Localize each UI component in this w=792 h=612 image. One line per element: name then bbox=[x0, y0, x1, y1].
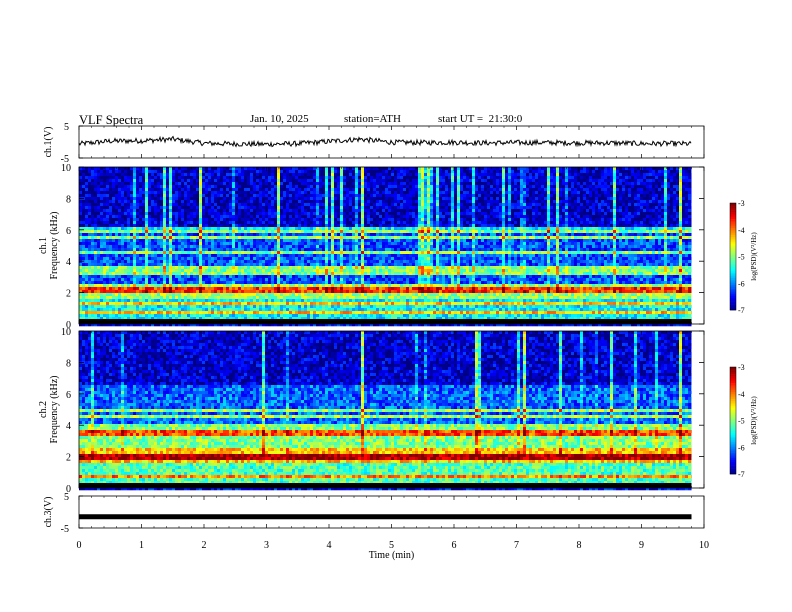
ch2-spectrogram-colorbar-tick-label: -6 bbox=[738, 443, 745, 452]
ch2-spectrogram-colorbar-label: log(PSD)(V²/Hz) bbox=[750, 396, 758, 445]
figure-date: Jan. 10, 2025 bbox=[250, 113, 309, 125]
ch2-spectrogram-dc-band bbox=[79, 483, 692, 488]
time-axis-tick-label: 5 bbox=[389, 540, 394, 551]
time-axis-tick-label: 1 bbox=[139, 540, 144, 551]
ch1-spectrogram-colorbar-tick-label: -5 bbox=[738, 253, 745, 262]
ch2-spectrogram-image bbox=[79, 331, 692, 491]
time-axis-tick-label: 2 bbox=[202, 540, 207, 551]
ch2-spectrogram-colorbar-tick-label: -7 bbox=[738, 470, 745, 479]
time-axis-tick-label: 9 bbox=[639, 540, 644, 551]
ch2-spectrogram-colorbar bbox=[730, 367, 736, 475]
start-ut-label: start UT = 21:30:0 bbox=[438, 113, 522, 125]
time-axis-tick-label: 3 bbox=[264, 540, 269, 551]
time-axis-tick-label: 10 bbox=[699, 540, 709, 551]
ch1-spectrogram-ylabel-frequency: Frequency (kHz) bbox=[49, 211, 60, 279]
ch2-spectrogram-ytick-label: 6 bbox=[66, 390, 71, 401]
ch2-spectrogram-ytick-label: 2 bbox=[66, 453, 71, 464]
time-axis-tick-label: 6 bbox=[452, 540, 457, 551]
ch1-spectrogram-colorbar-tick-label: -4 bbox=[738, 226, 745, 235]
ch2-spectrogram-colorbar-frame bbox=[729, 366, 737, 475]
ch2-spectrogram-ytick-label: 4 bbox=[66, 421, 71, 432]
ch1-waveform-ytick-label: -5 bbox=[61, 154, 69, 165]
ch1-spectrogram-colorbar bbox=[730, 203, 736, 311]
station-label: station=ATH bbox=[344, 113, 401, 125]
ch1-spectrogram-ylabel-channel: ch.1 bbox=[38, 237, 49, 254]
ch2-spectrogram-ylabel-channel: ch.2 bbox=[38, 401, 49, 418]
ch1-waveform-ytick-label: 5 bbox=[64, 122, 69, 133]
ch2-spectrogram-ytick-label: 10 bbox=[61, 327, 71, 338]
ch1-spectrogram-ytick-label: 2 bbox=[66, 289, 71, 300]
ch2-spectrogram-colorbar-tick-label: -3 bbox=[738, 363, 745, 372]
ch1-spectrogram-ytick-label: 10 bbox=[61, 163, 71, 174]
time-axis-label: Time (min) bbox=[369, 550, 414, 561]
ch2-spectrogram-ylabel-frequency: Frequency (kHz) bbox=[49, 375, 60, 443]
ch1-spectrogram-dc-band bbox=[79, 319, 692, 324]
ch3-waveform-ytick-label: -5 bbox=[61, 524, 69, 535]
ch3-waveform-ytick-label: 5 bbox=[64, 492, 69, 503]
ch2-spectrogram-ytick-label: 8 bbox=[66, 358, 71, 369]
ch1-spectrogram-image bbox=[79, 167, 692, 327]
ch1-spectrogram-colorbar-frame bbox=[729, 202, 737, 311]
ch1-spectrogram-ytick-label: 6 bbox=[66, 226, 71, 237]
time-axis-tick-label: 7 bbox=[514, 540, 519, 551]
ch2-spectrogram-ytick-label: 0 bbox=[66, 484, 71, 495]
ch1-spectrogram-ytick-label: 0 bbox=[66, 320, 71, 331]
ch1-spectrogram-colorbar-label: log(PSD)(V²/Hz) bbox=[750, 232, 758, 281]
time-axis-tick-label: 8 bbox=[577, 540, 582, 551]
ch1-spectrogram-colorbar-tick-label: -3 bbox=[738, 199, 745, 208]
time-axis-tick-label: 0 bbox=[77, 540, 82, 551]
ch2-spectrogram-colorbar-tick-label: -5 bbox=[738, 417, 745, 426]
ch1-spectrogram-colorbar-tick-label: -7 bbox=[738, 306, 745, 315]
ch1-spectrogram-colorbar-tick-label: -6 bbox=[738, 279, 745, 288]
figure-title: VLF Spectra bbox=[79, 113, 143, 128]
ch1-waveform-trace bbox=[78, 135, 692, 148]
ch1-waveform-ylabel: ch.1(V) bbox=[43, 127, 54, 158]
time-axis-tick-label: 4 bbox=[327, 540, 332, 551]
ch3-waveform-frame bbox=[78, 495, 705, 529]
ch1-spectrogram-ytick-label: 4 bbox=[66, 257, 71, 268]
ch2-spectrogram-colorbar-tick-label: -4 bbox=[738, 390, 745, 399]
ch3-waveform-ylabel: ch.3(V) bbox=[43, 497, 54, 528]
ch1-spectrogram-ytick-label: 8 bbox=[66, 194, 71, 205]
